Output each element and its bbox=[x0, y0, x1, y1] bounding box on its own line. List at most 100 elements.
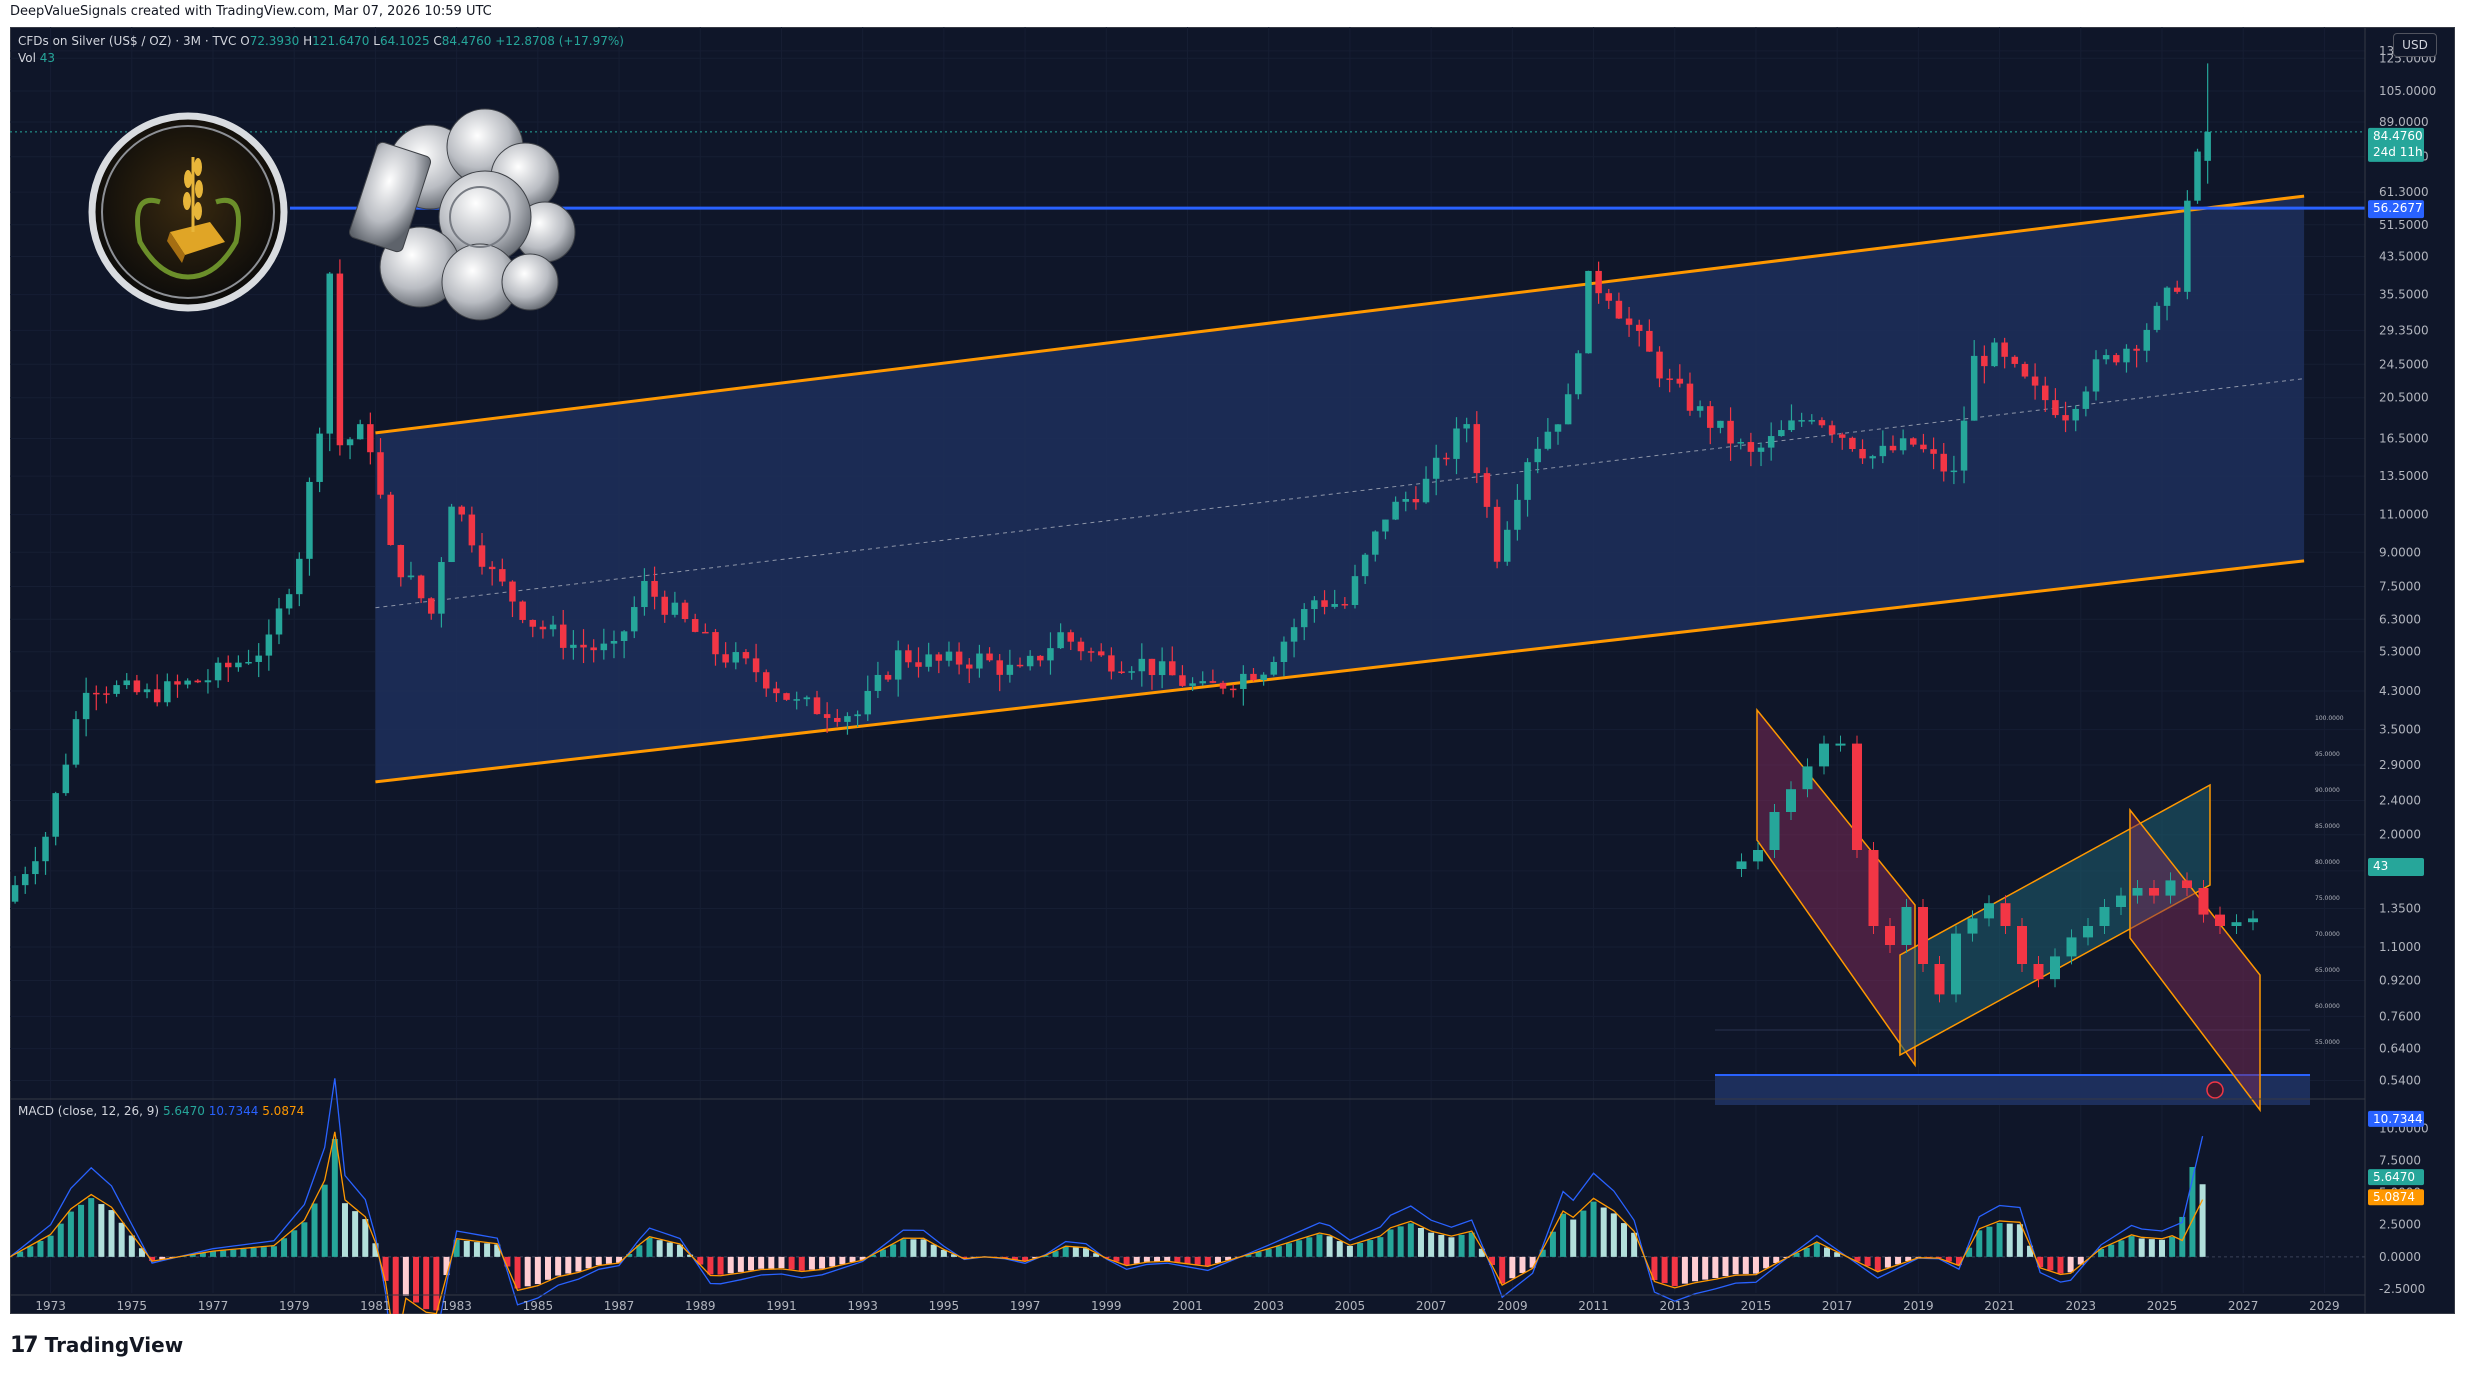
macd-histogram-bar bbox=[2199, 1184, 2206, 1257]
candle-body bbox=[2021, 363, 2029, 377]
time-tick-label: 1991 bbox=[766, 1299, 797, 1313]
candle-body bbox=[1057, 632, 1064, 649]
candle bbox=[834, 709, 841, 727]
candle-body bbox=[1930, 449, 1937, 454]
candle bbox=[1879, 430, 1887, 464]
candle-body bbox=[1422, 478, 1430, 503]
macd-histogram-bar bbox=[1905, 1256, 1912, 1262]
macd-tick-label: 0.0000 bbox=[2379, 1250, 2421, 1264]
candle-body bbox=[1727, 420, 1734, 444]
candle-body bbox=[1361, 554, 1369, 577]
candle bbox=[2123, 344, 2130, 373]
time-tick-label: 2005 bbox=[1335, 1299, 1366, 1313]
tradingview-footer[interactable]: 17 TradingView bbox=[10, 1330, 183, 1360]
candle-body bbox=[478, 545, 486, 567]
macd-signal-line bbox=[10, 1131, 2204, 1314]
candle-body bbox=[1280, 641, 1288, 662]
candle bbox=[32, 846, 39, 885]
macd-histogram-bar bbox=[1813, 1242, 1820, 1257]
candle-body bbox=[21, 874, 29, 886]
inset-candle-body bbox=[1918, 907, 1928, 964]
price-tick-label: 0.9200 bbox=[2379, 974, 2421, 988]
candle bbox=[2092, 350, 2100, 401]
candle bbox=[1646, 319, 1653, 352]
candle-body bbox=[1463, 424, 1470, 429]
candle-body bbox=[1504, 529, 1511, 562]
time-tick-label: 2023 bbox=[2066, 1299, 2097, 1313]
candle bbox=[1179, 665, 1186, 687]
candle-body bbox=[265, 634, 273, 656]
macd-histogram-bar bbox=[2128, 1236, 2135, 1257]
macd-histogram-bar bbox=[1489, 1256, 1496, 1265]
candle bbox=[1057, 623, 1064, 650]
macd-histogram-bar bbox=[1407, 1223, 1414, 1257]
inset-candle-body bbox=[1984, 903, 1994, 919]
volume-value: 43 bbox=[39, 51, 56, 65]
macd-histogram-bar bbox=[118, 1222, 125, 1257]
candle bbox=[1382, 519, 1389, 540]
candle bbox=[641, 568, 648, 616]
inset-candle-body bbox=[1769, 812, 1780, 850]
macd-histogram-bar bbox=[1692, 1256, 1699, 1282]
macd-histogram-bar bbox=[37, 1240, 44, 1257]
candle bbox=[1240, 665, 1247, 706]
candle bbox=[1351, 564, 1359, 609]
price-tick-label: 43.5000 bbox=[2379, 249, 2429, 263]
chart-canvas[interactable]: 100.0000 95.0000 90.0000 85.0000 80.0000 75.0… bbox=[10, 27, 2455, 1314]
candle-body bbox=[803, 697, 811, 700]
macd-histogram-bar bbox=[1184, 1256, 1191, 1264]
candle bbox=[224, 655, 232, 682]
candle bbox=[1798, 412, 1805, 427]
macd-histogram-bar bbox=[2027, 1245, 2034, 1257]
time-tick-label: 2017 bbox=[1822, 1299, 1853, 1313]
candle-body bbox=[915, 662, 922, 667]
candle bbox=[1280, 636, 1288, 677]
inset-candle-body bbox=[1753, 850, 1763, 862]
candle-body bbox=[1260, 674, 1267, 681]
tradingview-logo-icon: 17 bbox=[10, 1332, 39, 1358]
inset-candle bbox=[1819, 735, 1829, 775]
price-tick-label: 0.6400 bbox=[2379, 1042, 2421, 1056]
candle bbox=[1747, 432, 1755, 467]
candle-body bbox=[955, 651, 963, 665]
candle-body bbox=[1087, 651, 1095, 653]
candle bbox=[296, 552, 303, 607]
candle bbox=[1158, 647, 1166, 689]
candle bbox=[1138, 643, 1146, 687]
candle bbox=[2021, 361, 2029, 379]
inset-candle-body bbox=[1901, 907, 1912, 945]
time-tick-label: 1987 bbox=[604, 1299, 635, 1313]
candle-body bbox=[1128, 671, 1135, 673]
candle bbox=[1443, 452, 1450, 466]
macd-histogram-bar bbox=[1499, 1256, 1506, 1284]
candle bbox=[377, 438, 384, 499]
macd-histogram-bar bbox=[1976, 1230, 1983, 1257]
price-tick-label: 2.9000 bbox=[2379, 758, 2421, 772]
candle bbox=[214, 657, 222, 688]
candle-body bbox=[773, 688, 780, 694]
candle bbox=[712, 628, 719, 666]
candle bbox=[600, 628, 608, 660]
candle-body bbox=[620, 631, 628, 641]
candle bbox=[93, 685, 100, 711]
macd-histogram-bar bbox=[47, 1235, 54, 1257]
macd-histogram-bar bbox=[504, 1256, 511, 1267]
candle bbox=[1514, 484, 1521, 541]
candle-body bbox=[1341, 604, 1349, 606]
macd-pane: 10.00007.50005.00002.50000.0000-2.500010… bbox=[10, 1078, 2429, 1314]
inset-candle-body bbox=[1868, 850, 1879, 926]
macd-histogram-bar bbox=[859, 1256, 866, 1260]
macd-histogram-bar bbox=[108, 1210, 115, 1257]
candle bbox=[539, 620, 547, 639]
candle bbox=[1717, 420, 1724, 434]
channel-fill bbox=[375, 196, 2305, 782]
inset-candle-body bbox=[1835, 743, 1846, 746]
macd-histogram-bar bbox=[1519, 1256, 1526, 1273]
candle bbox=[2184, 190, 2191, 300]
candle-body bbox=[1219, 682, 1227, 689]
candle-body bbox=[752, 658, 760, 673]
candle bbox=[773, 681, 780, 702]
currency-button[interactable]: USD bbox=[2393, 33, 2437, 57]
candle-body bbox=[823, 714, 831, 718]
candle bbox=[153, 674, 161, 707]
